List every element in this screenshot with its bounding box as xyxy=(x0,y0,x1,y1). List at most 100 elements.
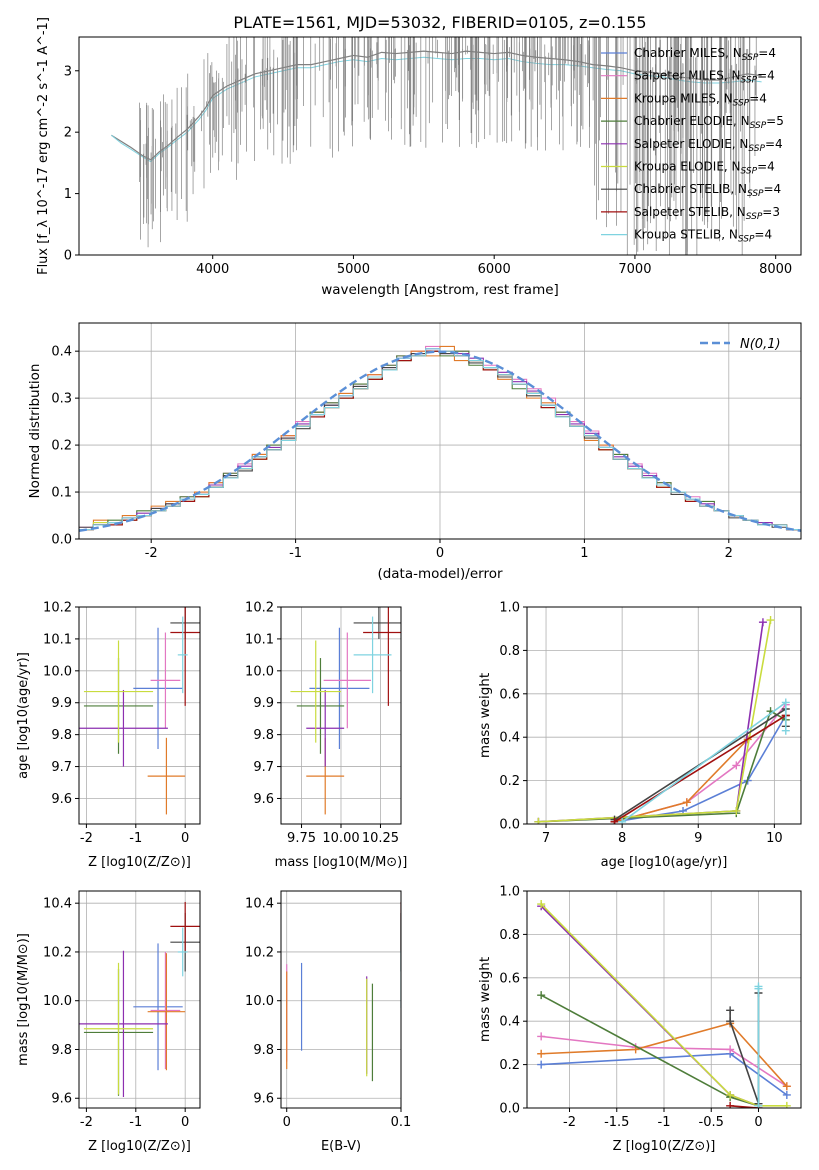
x-tick-label: 10.00 xyxy=(322,831,359,846)
x-axis-label: Z [log10(Z/Z⊙)] xyxy=(88,855,191,870)
y-tick-label: 9.9 xyxy=(253,696,274,711)
x-tick-label: -1 xyxy=(129,1115,142,1130)
weight-line-Chabrier STELIB xyxy=(726,988,763,1108)
figure-title: PLATE=1561, MJD=53032, FIBERID=0105, z=0… xyxy=(233,13,646,32)
x-tick-label: 6000 xyxy=(478,262,511,277)
errorbar-Salpeter MILES xyxy=(323,632,371,729)
weight-marker xyxy=(682,798,691,807)
y-tick-label: 9.6 xyxy=(253,792,274,807)
weight-marker xyxy=(732,761,741,770)
y-tick-label: 10.1 xyxy=(245,632,274,647)
x-tick-label: 1 xyxy=(580,546,588,561)
x-tick-label: 8000 xyxy=(759,262,792,277)
weight-marker xyxy=(726,1045,735,1054)
y-tick-label: 0.4 xyxy=(499,731,520,746)
y-tick-label: 0.8 xyxy=(499,644,520,659)
x-tick-label: 4000 xyxy=(196,262,229,277)
histogram-Kroupa STELIB xyxy=(79,348,801,531)
axes-frame xyxy=(78,606,201,825)
errorbar-Kroupa MILES xyxy=(147,953,186,1071)
weight-marker xyxy=(726,1006,735,1015)
weight-polyline xyxy=(729,992,760,1104)
x-tick-label: 7000 xyxy=(618,262,651,277)
y-tick-label: 9.8 xyxy=(51,728,72,743)
weight-polyline xyxy=(538,622,764,823)
x-axis-label: Z [log10(Z/Z⊙)] xyxy=(88,1139,191,1154)
y-tick-label: 9.9 xyxy=(51,696,72,711)
weight-marker xyxy=(618,817,627,824)
y-tick-label: 10.0 xyxy=(43,994,72,1009)
x-tick-label: 0 xyxy=(754,1115,762,1130)
x-tick-label: -1 xyxy=(658,1115,671,1130)
y-tick-label: 2 xyxy=(64,126,72,141)
legend-label: Kroupa STELIB, NSSP=4 xyxy=(634,228,772,245)
y-axis-label: mass weight xyxy=(477,673,493,758)
gaussian-curve xyxy=(79,350,801,532)
y-tick-label: 0.4 xyxy=(499,1015,520,1030)
axes-frame xyxy=(526,606,802,825)
panel-7: 0 0.1 9.6 9.8 10.0 10.2 10.4 E(B-V) xyxy=(245,890,411,1154)
y-tick-label: 0 xyxy=(64,249,72,264)
x-tick-label: 5000 xyxy=(337,262,370,277)
weight-marker xyxy=(537,1060,546,1069)
weight-marker xyxy=(781,726,790,735)
x-tick-label: 2 xyxy=(725,546,733,561)
x-tick-label: 0 xyxy=(283,1115,291,1130)
y-tick-label: 9.6 xyxy=(51,1092,72,1107)
x-tick-label: -2 xyxy=(563,1115,576,1130)
errorbar-Salpeter STELIB xyxy=(170,607,200,706)
x-tick-label: -2 xyxy=(145,546,158,561)
legend: Chabrier MILES, NSSP=4 Salpeter MILES, NS… xyxy=(601,46,784,245)
legend-label: Salpeter MILES, NSSP=4 xyxy=(634,69,775,86)
axes-frame xyxy=(280,890,402,1109)
y-tick-label: 10.2 xyxy=(245,945,274,960)
legend-label: Chabrier STELIB, NSSP=4 xyxy=(634,182,781,199)
weight-polyline xyxy=(614,704,787,823)
y-tick-label: 10.0 xyxy=(43,664,72,679)
legend-label: Salpeter STELIB, NSSP=3 xyxy=(634,205,780,222)
y-tick-label: 10.4 xyxy=(245,897,274,912)
weight-line-Salpeter STELIB xyxy=(610,711,790,824)
y-tick-label: 0.2 xyxy=(51,439,72,454)
errorbar-Salpeter MILES xyxy=(150,632,181,729)
weight-line-Kroupa STELIB xyxy=(618,698,790,824)
x-tick-label: 8 xyxy=(618,831,626,846)
weight-polyline xyxy=(538,709,787,823)
errorbar-Salpeter ELODIE xyxy=(79,689,168,767)
y-tick-label: 9.7 xyxy=(253,760,274,775)
panel-8: -2 -1.5 -1 -0.5 0 0.0 0.2 0.4 0.6 0.8 1.0 Z [log10(… xyxy=(477,885,802,1154)
x-tick-label: 10.25 xyxy=(362,831,399,846)
y-axis-label: Normed distribution xyxy=(27,364,43,499)
x-tick-label: 0 xyxy=(181,1115,189,1130)
plot-area xyxy=(281,607,401,824)
errorbar-Chabrier MILES xyxy=(133,943,183,1071)
errorbar-Kroupa ELODIE xyxy=(83,640,154,743)
y-tick-label: 0.2 xyxy=(499,774,520,789)
errorbar-Chabrier MILES xyxy=(309,627,370,750)
y-tick-label: 0.0 xyxy=(499,1102,520,1117)
weight-marker xyxy=(537,1049,546,1058)
weight-marker xyxy=(537,991,546,1000)
plot-area xyxy=(79,891,200,1108)
y-tick-label: 9.6 xyxy=(253,1092,274,1107)
panel-6: -2 -1 0 9.6 9.8 10.0 10.2 10.4 Z [log10(Z/Z⊙)] ma… xyxy=(16,890,201,1154)
x-tick-label: -2 xyxy=(80,831,93,846)
y-tick-label: 0.6 xyxy=(499,687,520,702)
weight-marker xyxy=(781,698,790,707)
y-tick-label: 10.4 xyxy=(43,897,72,912)
errorbar-Kroupa ELODIE xyxy=(290,640,341,743)
errorbar-Kroupa STELIB xyxy=(177,616,188,694)
y-tick-label: 0.3 xyxy=(51,392,72,407)
y-tick-label: 1.0 xyxy=(499,885,520,900)
y-tick-label: 0.4 xyxy=(51,345,72,360)
x-tick-label: 9 xyxy=(694,831,702,846)
y-tick-label: 0.2 xyxy=(499,1058,520,1073)
errorbar-Salpeter ELODIE xyxy=(79,950,168,1098)
legend-label: Kroupa ELODIE, NSSP=4 xyxy=(634,160,775,177)
plot-area xyxy=(79,607,200,824)
weight-line-Kroupa ELODIE xyxy=(534,616,775,824)
plot-area xyxy=(527,891,801,1108)
x-axis-label: wavelength [Angstrom, rest frame] xyxy=(321,282,559,298)
y-tick-label: 10.0 xyxy=(245,994,274,1009)
y-tick-label: 10.1 xyxy=(43,632,72,647)
